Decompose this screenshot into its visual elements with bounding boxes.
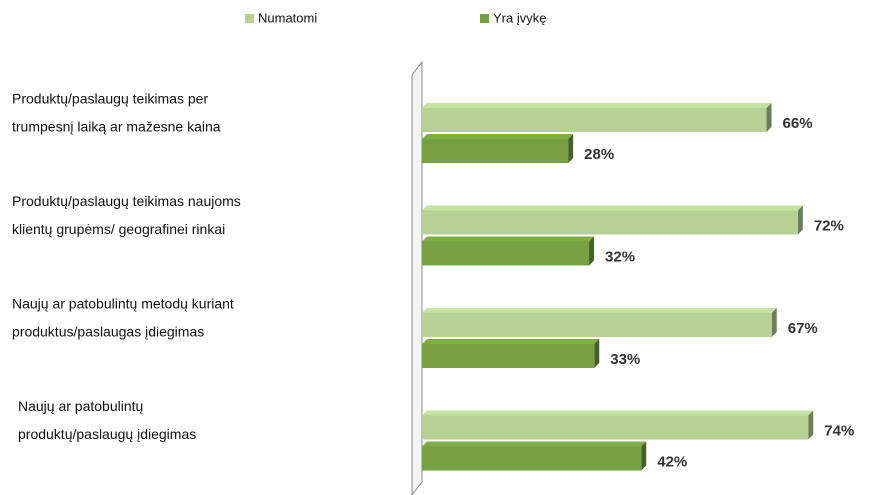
category-label: klientų grupėms/ geografinei rinkai: [12, 221, 225, 237]
legend-swatch: [245, 14, 254, 23]
bar-side: [641, 441, 647, 471]
bar: [422, 446, 642, 471]
value-label: 42%: [657, 453, 687, 470]
category-label: produktus/paslaugas įdiegimas: [12, 324, 204, 340]
value-label: 72%: [814, 217, 844, 234]
value-label: 33%: [610, 351, 640, 368]
bar: [422, 344, 595, 368]
bar-side: [797, 205, 803, 235]
legend-swatch: [480, 14, 489, 23]
bar-side: [589, 236, 595, 266]
bar-top: [422, 410, 814, 416]
value-label: 66%: [783, 115, 813, 132]
bar-top: [422, 441, 647, 447]
category-label: Produktų/paslaugų teikimas naujoms: [12, 193, 241, 209]
category-label: Naujų ar patobulintų metodų kuriant: [12, 296, 234, 312]
bar-top: [422, 134, 574, 139]
bar-side: [771, 308, 777, 337]
bar: [422, 139, 569, 163]
bar-side: [808, 410, 814, 440]
bar: [422, 415, 809, 440]
value-label: 32%: [605, 248, 635, 265]
bar-side: [766, 103, 772, 132]
bar-top: [422, 339, 600, 344]
category-label: Produktų/paslaugų teikimas per: [12, 91, 208, 107]
bar-top: [422, 103, 772, 108]
value-label: 28%: [584, 146, 614, 163]
back-wall: [411, 60, 423, 495]
bar: [422, 241, 590, 266]
category-label: trumpesnį laiką ar mažesne kaina: [12, 119, 221, 135]
bar: [422, 210, 798, 235]
category-label: Naujų ar patobulintų: [18, 398, 144, 414]
legend-label: Numatomi: [258, 10, 317, 25]
bar: [422, 313, 772, 337]
value-label: 67%: [788, 320, 818, 337]
bar-side: [568, 134, 574, 163]
legend-label: Yra įvykę: [493, 10, 546, 25]
bar-top: [422, 205, 803, 211]
bar-top: [422, 236, 595, 242]
bar: [422, 108, 767, 132]
category-label: produktų/paslaugų įdiegimas: [18, 426, 196, 442]
value-label: 74%: [824, 422, 854, 439]
bar-side: [594, 339, 600, 368]
bar-top: [422, 308, 777, 313]
